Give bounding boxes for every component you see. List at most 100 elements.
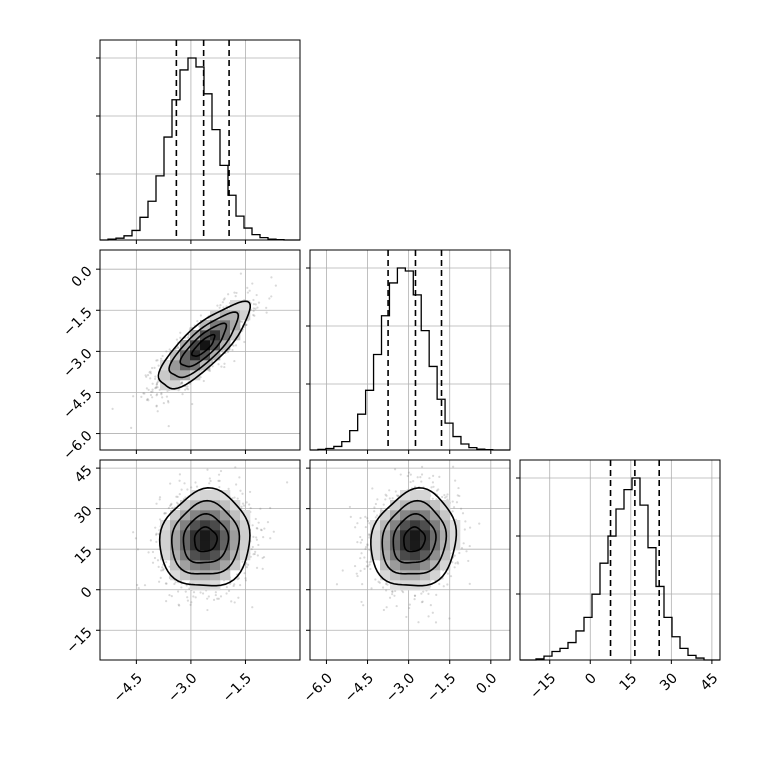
panel-frame — [99, 459, 301, 661]
density-cell — [430, 550, 441, 561]
scatter-point — [349, 515, 352, 518]
scatter-point — [155, 386, 158, 389]
density-cell — [170, 530, 181, 541]
scatter-point — [252, 553, 255, 556]
scatter-point — [155, 394, 158, 397]
scatter-point — [435, 498, 438, 501]
scatter-point — [385, 589, 388, 592]
density-cell — [200, 490, 211, 501]
scatter-point — [261, 567, 264, 570]
scatter-point — [257, 543, 260, 547]
y-tick-label: 30 — [72, 503, 96, 527]
scatter-point — [184, 496, 187, 499]
scatter-point — [190, 486, 193, 489]
scatter-point — [252, 313, 255, 317]
density-cell — [400, 570, 411, 581]
scatter-point — [420, 601, 424, 604]
density-cell — [220, 320, 231, 331]
scatter-point — [153, 366, 156, 369]
scatter-point — [156, 359, 159, 362]
scatter-point — [163, 512, 166, 515]
scatter-point — [443, 493, 446, 497]
y-tick-label: −15 — [63, 625, 95, 657]
density-cell — [210, 560, 221, 571]
scatter-panel-1-2 — [306, 459, 511, 664]
density-cell — [190, 370, 201, 381]
scatter-point — [427, 615, 430, 618]
scatter-point — [151, 388, 154, 391]
scatter-point — [441, 577, 444, 580]
scatter-point — [156, 381, 159, 384]
scatter-point — [192, 591, 196, 594]
density-cell — [230, 530, 241, 541]
scatter-point — [368, 521, 371, 525]
scatter-point — [154, 387, 157, 390]
scatter-point — [443, 496, 447, 499]
scatter-point — [380, 508, 383, 511]
density-cell — [240, 540, 251, 551]
scatter-point — [269, 506, 272, 510]
y-tick-label: 45 — [72, 462, 96, 486]
density-cell — [170, 380, 181, 391]
scatter-point — [236, 497, 239, 500]
scatter-point — [391, 592, 394, 596]
scatter-point — [235, 291, 238, 295]
scatter-point — [246, 286, 249, 289]
scatter-point — [251, 545, 254, 549]
scatter-point — [181, 393, 184, 396]
scatter-point — [149, 372, 152, 375]
density-cell — [190, 560, 201, 571]
density-cell — [220, 570, 231, 581]
density-cell — [240, 530, 251, 541]
scatter-point — [143, 392, 146, 395]
scatter-point — [233, 601, 236, 604]
scatter-point — [177, 502, 180, 505]
scatter-point — [377, 580, 380, 583]
scatter-point — [335, 583, 339, 586]
scatter-point — [365, 560, 368, 563]
density-cell — [370, 530, 381, 541]
x-tick-label: −4.5 — [111, 670, 146, 705]
scatter-point — [155, 383, 158, 386]
scatter-point — [366, 517, 369, 520]
density-cell — [190, 330, 201, 341]
density-cell — [190, 510, 201, 521]
x-tick-label: −4.5 — [342, 670, 377, 705]
density-cell — [410, 570, 421, 581]
scatter-point — [233, 359, 236, 363]
density-cell — [160, 370, 171, 381]
scatter-point — [209, 479, 212, 483]
scatter-point — [376, 498, 379, 501]
scatter-point — [181, 382, 184, 385]
scatter-point — [176, 495, 179, 498]
density-cell — [180, 340, 191, 351]
scatter-point — [186, 388, 190, 391]
density-cell — [210, 500, 221, 511]
scatter-point — [451, 500, 454, 503]
x-tick-label: 15 — [617, 670, 641, 694]
scatter-point — [165, 582, 168, 585]
scatter-point — [180, 586, 183, 589]
scatter-point — [251, 606, 254, 609]
density-cell — [410, 540, 421, 551]
density-cell — [190, 350, 201, 361]
scatter-point — [155, 385, 158, 389]
scatter-point — [231, 497, 234, 500]
y-tick-label: −6.0 — [60, 428, 95, 463]
panel-content — [335, 465, 481, 624]
scatter-point — [157, 364, 160, 367]
contour-line — [168, 311, 240, 379]
contour-line — [158, 487, 251, 587]
scatter-point — [257, 521, 260, 524]
scatter-point — [413, 598, 416, 601]
scatter-point — [175, 501, 179, 504]
scatter-point — [394, 490, 397, 493]
scatter-point — [161, 569, 165, 572]
scatter-point — [420, 480, 423, 483]
scatter-point — [142, 392, 145, 395]
density-cell — [420, 570, 431, 581]
scatter-point — [187, 335, 190, 338]
scatter-point — [150, 390, 153, 393]
scatter-point — [179, 336, 182, 339]
scatter-point — [254, 550, 257, 553]
